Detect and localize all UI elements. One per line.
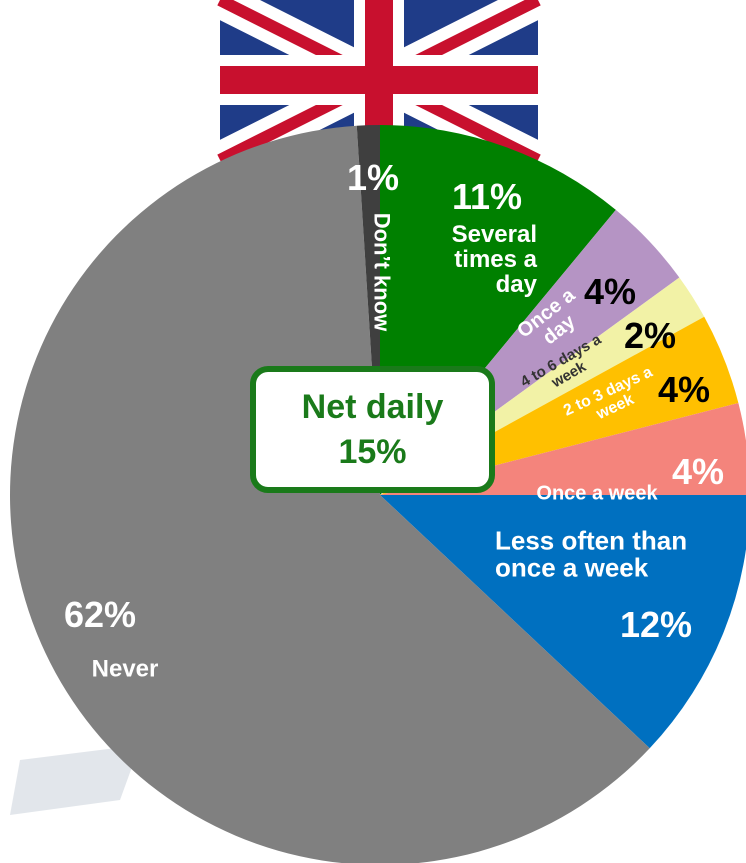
background-smudge [10, 745, 140, 815]
value-label: 1% [346, 157, 400, 199]
slice-name: Less often than once a week [495, 525, 688, 583]
slice-name: Once a week [536, 482, 658, 505]
net-daily-title: Net daily [301, 388, 444, 427]
value-label: 2% [623, 315, 677, 357]
net-daily-value: 15% [338, 432, 407, 471]
slice-name: Several times a day [451, 221, 537, 299]
value-label: 4% [657, 369, 711, 411]
value-label: 4% [583, 271, 637, 313]
slice-name: Don’t know [369, 212, 395, 332]
value-label: 11% [451, 176, 523, 218]
value-label: 4% [671, 451, 725, 493]
slice-name: Never [91, 655, 159, 683]
value-label: 62% [63, 594, 137, 636]
net-daily-box: Net daily 15% [250, 366, 495, 493]
value-label: 12% [619, 604, 693, 646]
pie-slice [380, 495, 746, 749]
pie-slice [10, 125, 650, 863]
